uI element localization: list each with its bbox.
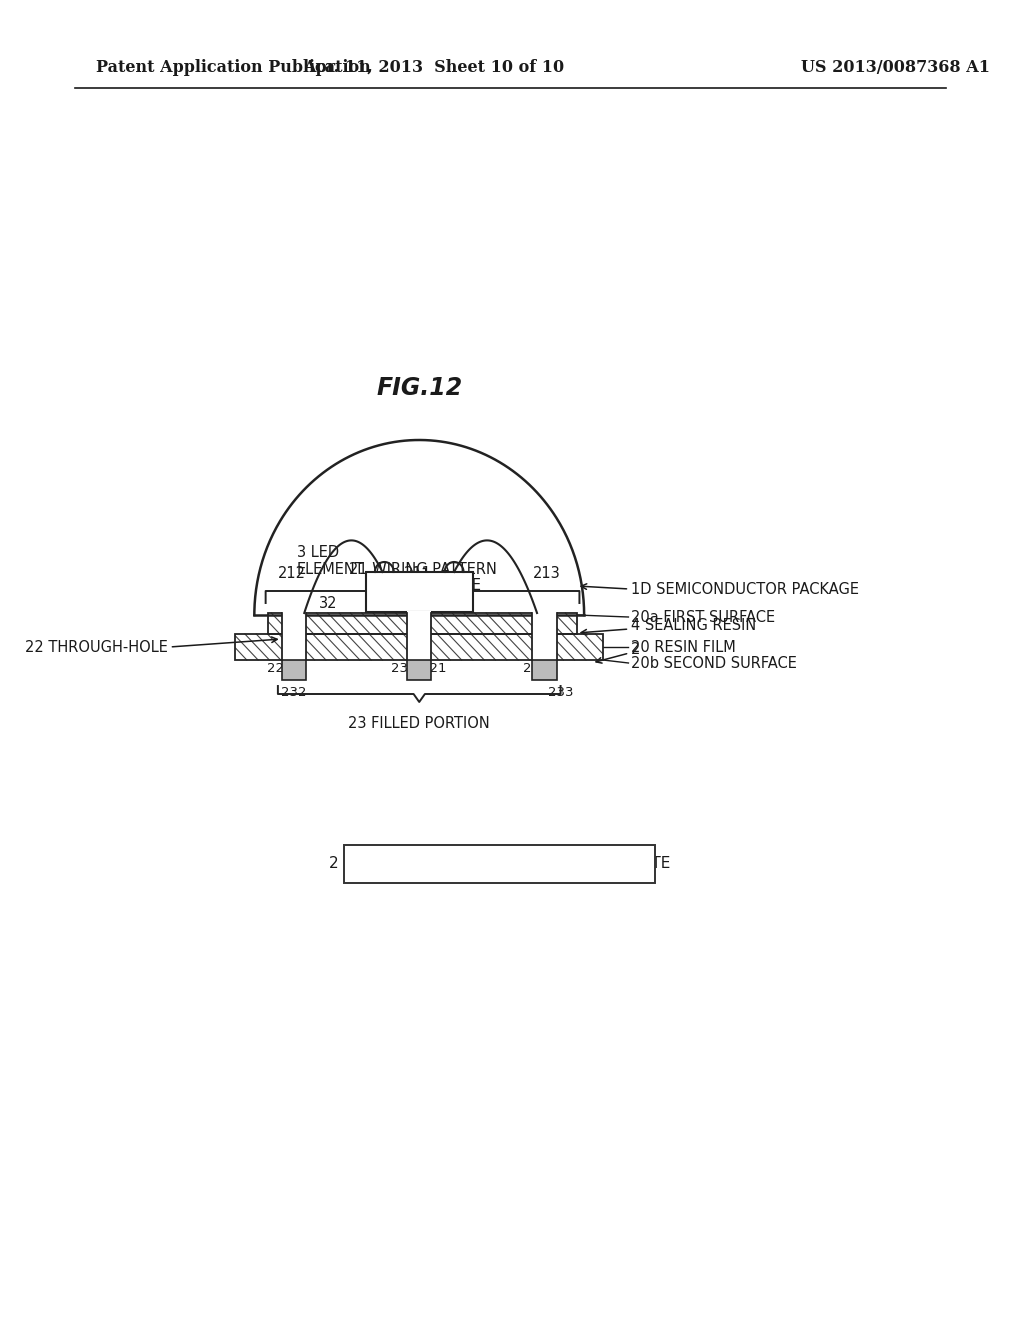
Text: 211: 211 [403, 566, 431, 581]
Text: 20 RESIN FILM: 20 RESIN FILM [631, 639, 736, 655]
Text: 232: 232 [282, 686, 306, 700]
Bar [236, 634, 603, 660]
Text: 213: 213 [532, 566, 560, 581]
Bar [268, 612, 577, 634]
Text: 20a FIRST SURFACE: 20a FIRST SURFACE [631, 610, 775, 624]
Bar [344, 845, 654, 883]
Text: 1D SEMICONDUCTOR PACKAGE: 1D SEMICONDUCTOR PACKAGE [631, 582, 859, 597]
Bar [282, 611, 306, 663]
Bar [282, 660, 306, 680]
Bar [532, 611, 557, 663]
Text: 221: 221 [421, 663, 446, 675]
Text: 233: 233 [548, 686, 573, 700]
Text: 4 SEALING RESIN: 4 SEALING RESIN [631, 619, 757, 634]
Text: 3 LED
ELEMENT: 3 LED ELEMENT [297, 545, 365, 577]
Text: 22 THROUGH-HOLE: 22 THROUGH-HOLE [25, 639, 168, 655]
Bar [407, 660, 431, 680]
Text: 20b SECOND SURFACE: 20b SECOND SURFACE [631, 656, 797, 671]
Text: FIG.12: FIG.12 [376, 376, 463, 400]
Text: 222: 222 [267, 663, 293, 675]
Bar [268, 612, 577, 634]
Text: 7 WIRE: 7 WIRE [429, 578, 480, 593]
Text: Patent Application Publication: Patent Application Publication [96, 59, 371, 77]
Text: 212: 212 [279, 566, 306, 581]
Bar [407, 611, 431, 663]
Text: Apr. 11, 2013  Sheet 10 of 10: Apr. 11, 2013 Sheet 10 of 10 [303, 59, 564, 77]
Bar [532, 660, 557, 680]
Bar [366, 572, 473, 612]
Text: 32: 32 [318, 597, 337, 611]
Text: 21 WIRING PATTERN: 21 WIRING PATTERN [348, 562, 497, 577]
Text: 223: 223 [523, 663, 549, 675]
Text: US 2013/0087368 A1: US 2013/0087368 A1 [801, 59, 990, 77]
Text: 23 FILLED PORTION: 23 FILLED PORTION [348, 715, 490, 731]
Text: 2 HEATING ELEMENT MOUNTING SUBSTRATE: 2 HEATING ELEMENT MOUNTING SUBSTRATE [329, 857, 670, 871]
Text: 2: 2 [631, 642, 641, 656]
Text: 231: 231 [391, 663, 417, 675]
Bar [236, 634, 603, 660]
